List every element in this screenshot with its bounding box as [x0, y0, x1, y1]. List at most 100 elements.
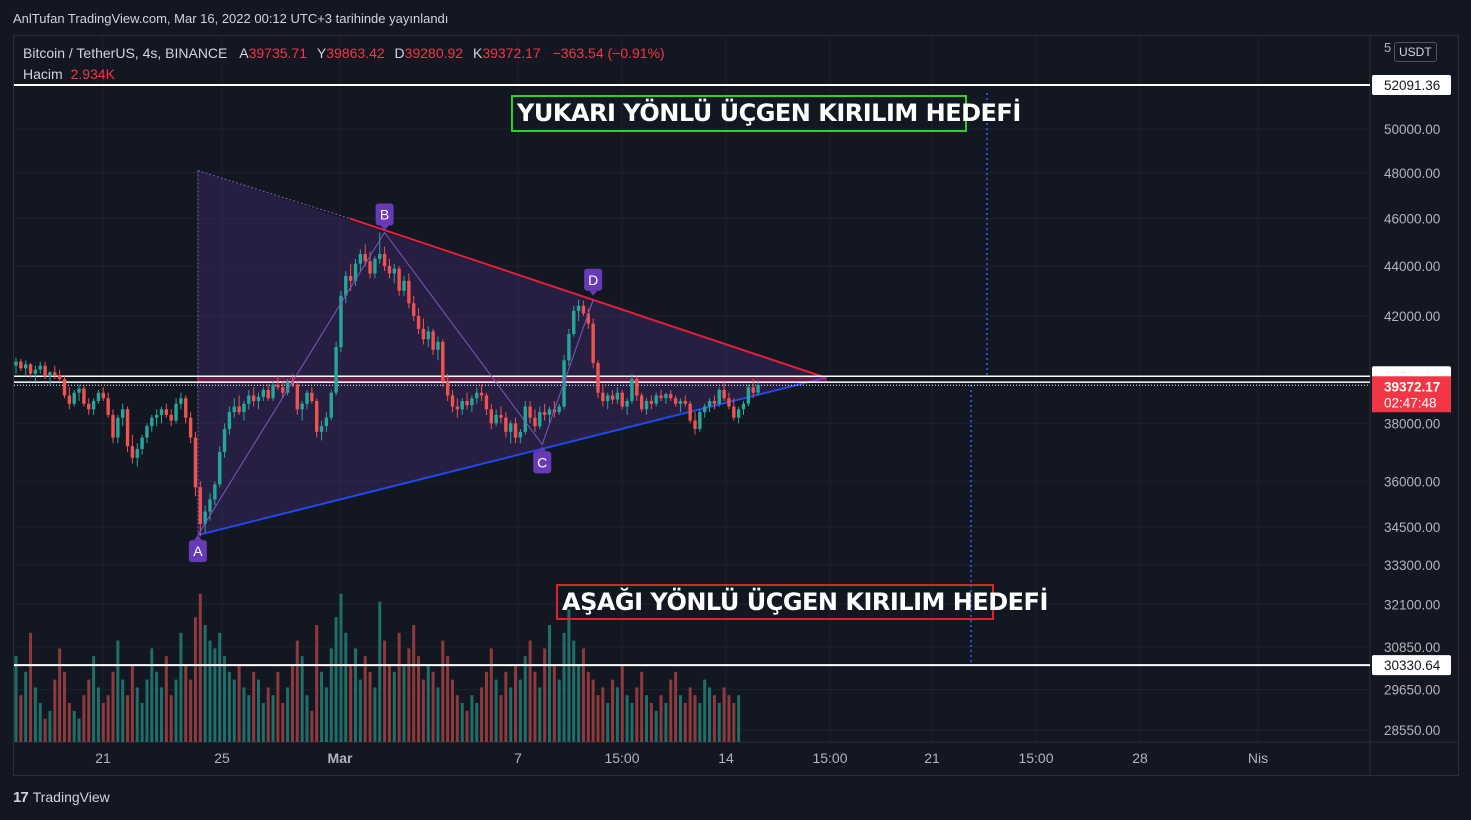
last-price-value: 39372.17: [1384, 379, 1440, 394]
candle: [625, 400, 629, 407]
candle: [300, 403, 304, 410]
price-tick-label: 38000.00: [1384, 416, 1440, 431]
currency-button[interactable]: USDT: [1394, 42, 1437, 62]
triangle-pattern: [197, 93, 988, 662]
volume-bar: [247, 695, 251, 742]
candle: [693, 420, 697, 429]
volume-bar: [300, 656, 304, 742]
bar-countdown: 02:47:48: [1384, 395, 1437, 410]
candle: [596, 362, 600, 393]
volume-bar: [528, 640, 532, 742]
candle: [106, 398, 110, 415]
volume-bar: [53, 679, 57, 742]
open-value: 39735.71: [248, 45, 308, 61]
price-tick-label-partial: 5: [1384, 40, 1391, 55]
low-label: D: [394, 45, 405, 61]
volume-bar: [213, 648, 217, 742]
volume-bar: [392, 671, 396, 742]
volume-bar: [130, 664, 134, 742]
volume-label[interactable]: Hacim: [23, 66, 63, 82]
ohlc-legend: Bitcoin / TetherUS, 4s, BINANCE A39735.7…: [23, 45, 667, 61]
time-tick-label: 14: [718, 750, 734, 766]
candle: [222, 428, 227, 452]
candle: [203, 511, 207, 524]
volume-bar: [703, 679, 707, 742]
volume-bar: [276, 671, 280, 742]
candle: [732, 406, 736, 418]
candle: [310, 392, 314, 401]
candle: [441, 341, 445, 382]
candle: [164, 409, 169, 415]
candle: [154, 414, 159, 418]
candle: [538, 412, 542, 427]
volume-bar: [669, 679, 673, 742]
symbol-name[interactable]: Bitcoin / TetherUS, 4s, BINANCE: [23, 45, 228, 61]
volume-bar: [82, 695, 86, 742]
high-label: Y: [316, 45, 327, 61]
volume-bar: [601, 687, 605, 742]
pattern-point-label: D: [588, 272, 598, 288]
volume-bar: [683, 703, 687, 742]
volume-bar: [397, 632, 401, 742]
volume-bar: [480, 687, 484, 742]
candle: [649, 400, 654, 404]
volume-bar: [208, 640, 212, 742]
candle: [344, 275, 348, 296]
candle: [586, 313, 590, 324]
candle: [644, 400, 649, 410]
volume-bar: [586, 671, 590, 742]
volume-bar: [19, 695, 23, 742]
candle: [533, 417, 537, 427]
candle: [24, 364, 28, 369]
volume-bar: [504, 671, 508, 742]
volume-bar: [489, 648, 493, 742]
candle: [445, 381, 450, 396]
tradingview-logo-icon: 17: [13, 789, 29, 806]
candle: [329, 392, 333, 418]
tradingview-brand[interactable]: 17 TradingView: [13, 789, 110, 806]
volume-bar: [160, 687, 163, 742]
pattern-point-marker: [533, 451, 552, 474]
pattern-point-marker: [188, 540, 207, 563]
volume-bar: [203, 625, 207, 742]
time-tick-label: 25: [214, 750, 230, 766]
price-tick-label: 33300.00: [1384, 558, 1440, 573]
volume-bar: [358, 679, 362, 742]
volume-bar: [261, 703, 265, 742]
candle: [38, 365, 42, 370]
volume-bar: [101, 703, 105, 742]
candle: [513, 423, 518, 438]
volume-bar: [693, 695, 697, 742]
volume-bar: [63, 671, 66, 742]
candle: [741, 403, 746, 410]
candle: [450, 395, 455, 407]
low-value: 39280.92: [404, 45, 464, 61]
candle: [247, 395, 251, 404]
volume-bar: [659, 695, 663, 742]
candle: [159, 409, 164, 415]
candle: [281, 387, 285, 393]
time-tick-label: 15:00: [1018, 750, 1053, 766]
volume-bar: [538, 687, 542, 742]
candle: [639, 395, 644, 410]
volume-bar: [615, 687, 619, 742]
volume-bar: [67, 703, 71, 742]
time-tick-label: 7: [514, 750, 522, 766]
candle: [756, 385, 760, 393]
candle: [722, 389, 726, 399]
volume-bar: [368, 671, 372, 742]
candle: [193, 437, 198, 488]
pattern-point-marker: [375, 203, 394, 226]
candle: [373, 258, 377, 274]
triangle-fill: [197, 170, 826, 536]
candle: [518, 431, 523, 438]
pattern-point-pointer: [538, 446, 547, 452]
candle: [436, 341, 440, 350]
candle: [426, 331, 430, 340]
volume-bar: [465, 710, 469, 742]
volume-bar: [198, 593, 202, 742]
candle: [402, 280, 406, 291]
candle: [121, 409, 125, 418]
time-tick-label: 21: [924, 750, 940, 766]
